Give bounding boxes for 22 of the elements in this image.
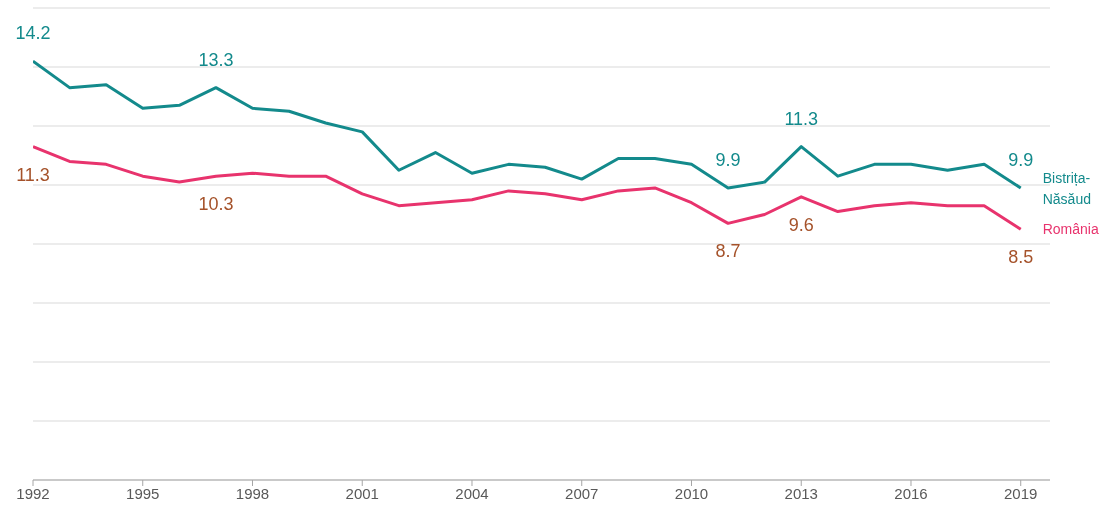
data-label: 8.7 <box>715 241 741 262</box>
x-tick-label: 2019 <box>1004 484 1038 502</box>
data-label: 9.9 <box>715 149 741 170</box>
x-tick-label: 1998 <box>235 484 270 502</box>
data-label: 13.3 <box>198 49 234 70</box>
data-label: 8.5 <box>1008 247 1034 268</box>
x-tick-label: 2001 <box>345 484 379 502</box>
x-tick-label: 2016 <box>894 484 928 502</box>
series-label: România <box>1042 221 1099 238</box>
x-tick-label: 2007 <box>565 484 599 502</box>
x-tick-label: 2004 <box>455 484 489 502</box>
data-label: 9.9 <box>1008 149 1034 170</box>
data-label: 14.2 <box>15 23 51 44</box>
data-label: 10.3 <box>198 194 234 215</box>
data-label: 11.3 <box>16 164 50 185</box>
x-tick-label: 2013 <box>784 484 818 502</box>
x-tick-label: 2010 <box>674 484 709 502</box>
data-label: 11.3 <box>784 108 819 129</box>
series-label: Bistrița-Năsăud <box>1042 169 1091 207</box>
x-tick-label: 1992 <box>16 484 50 502</box>
x-tick-label: 1995 <box>126 484 160 502</box>
data-label: 9.6 <box>788 214 814 235</box>
